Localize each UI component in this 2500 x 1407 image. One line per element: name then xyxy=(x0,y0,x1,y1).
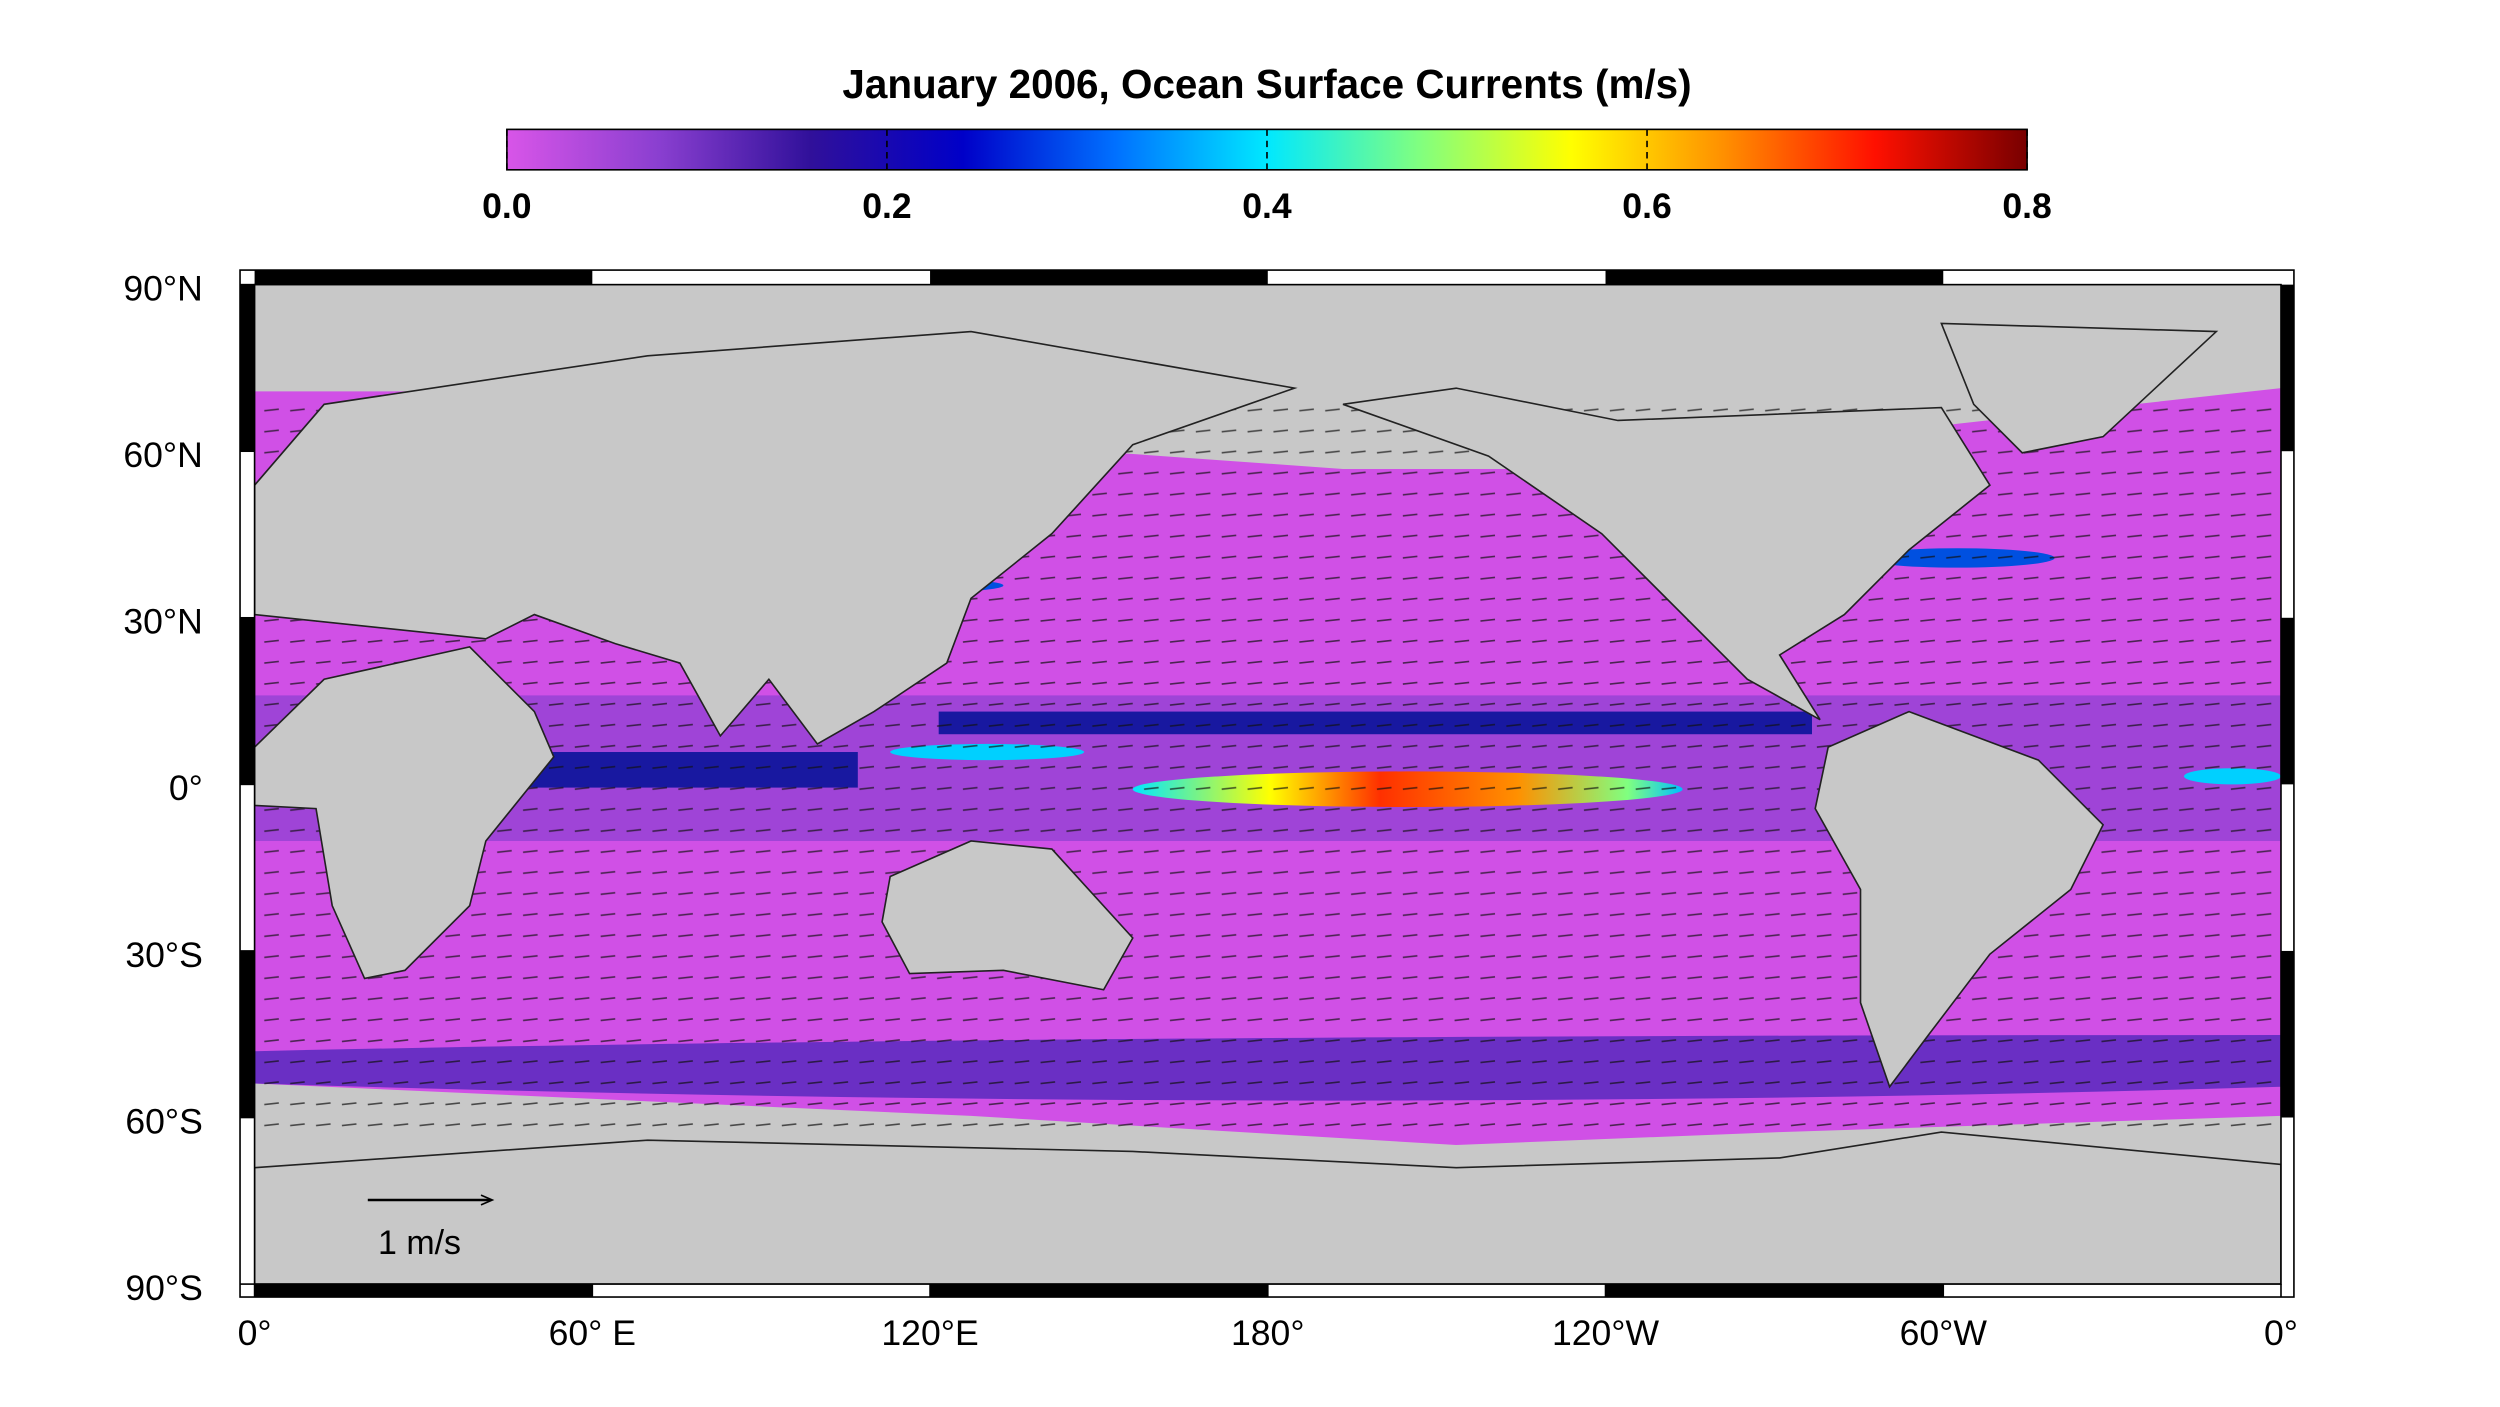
frame-segment xyxy=(254,270,593,285)
y-tick-label: 0° xyxy=(169,768,203,808)
map-title: January 2006, Ocean Surface Currents (m/… xyxy=(842,61,1691,107)
colorbar-tick-label: 0.6 xyxy=(1622,186,1671,226)
colorbar-tick-label: 0.8 xyxy=(2002,186,2051,226)
frame-segment xyxy=(1605,270,1944,285)
frame-segment xyxy=(2280,617,2294,785)
y-tick-label: 30°N xyxy=(123,602,202,642)
frame-segment xyxy=(240,284,255,452)
map-area xyxy=(254,284,2281,1285)
africa xyxy=(254,646,555,980)
frame-segment xyxy=(240,950,255,1118)
x-tick-label: 0° xyxy=(238,1313,272,1353)
frame-segment xyxy=(2280,950,2294,1118)
south-america xyxy=(1814,710,2105,1089)
y-tick-label: 30°S xyxy=(125,935,203,975)
frame-segment xyxy=(2280,284,2294,452)
x-tick-label: 0° xyxy=(2264,1313,2298,1353)
colorbar-tick-label: 0.2 xyxy=(862,186,911,226)
x-tick-label: 60° E xyxy=(549,1313,636,1353)
scale-arrow-head xyxy=(480,1194,495,1206)
y-tick-label: 90°S xyxy=(125,1268,203,1308)
frame-segment xyxy=(1605,1284,1944,1298)
greenland xyxy=(1940,322,2219,454)
y-tick-label: 90°N xyxy=(123,268,202,308)
frame-segment xyxy=(930,1284,1268,1298)
frame-segment xyxy=(930,270,1268,285)
antarctica xyxy=(254,1131,2281,1285)
north-america xyxy=(1342,387,1991,721)
x-tick-label: 60°W xyxy=(1900,1313,1988,1353)
colorbar xyxy=(506,128,2028,171)
frame-segment xyxy=(254,1284,593,1298)
x-tick-label: 120°W xyxy=(1552,1313,1660,1353)
eurasia xyxy=(254,330,1298,745)
colorbar-tick-label: 0.4 xyxy=(1242,186,1292,226)
frame-segment xyxy=(240,617,255,785)
x-tick-label: 120°E xyxy=(881,1313,978,1353)
x-tick-label: 180° xyxy=(1231,1313,1305,1353)
y-tick-label: 60°S xyxy=(125,1101,203,1141)
colorbar-tick-label: 0.0 xyxy=(482,186,531,226)
australia xyxy=(881,840,1134,991)
scale-label: 1 m/s xyxy=(378,1224,461,1262)
y-tick-label: 60°N xyxy=(123,435,202,475)
